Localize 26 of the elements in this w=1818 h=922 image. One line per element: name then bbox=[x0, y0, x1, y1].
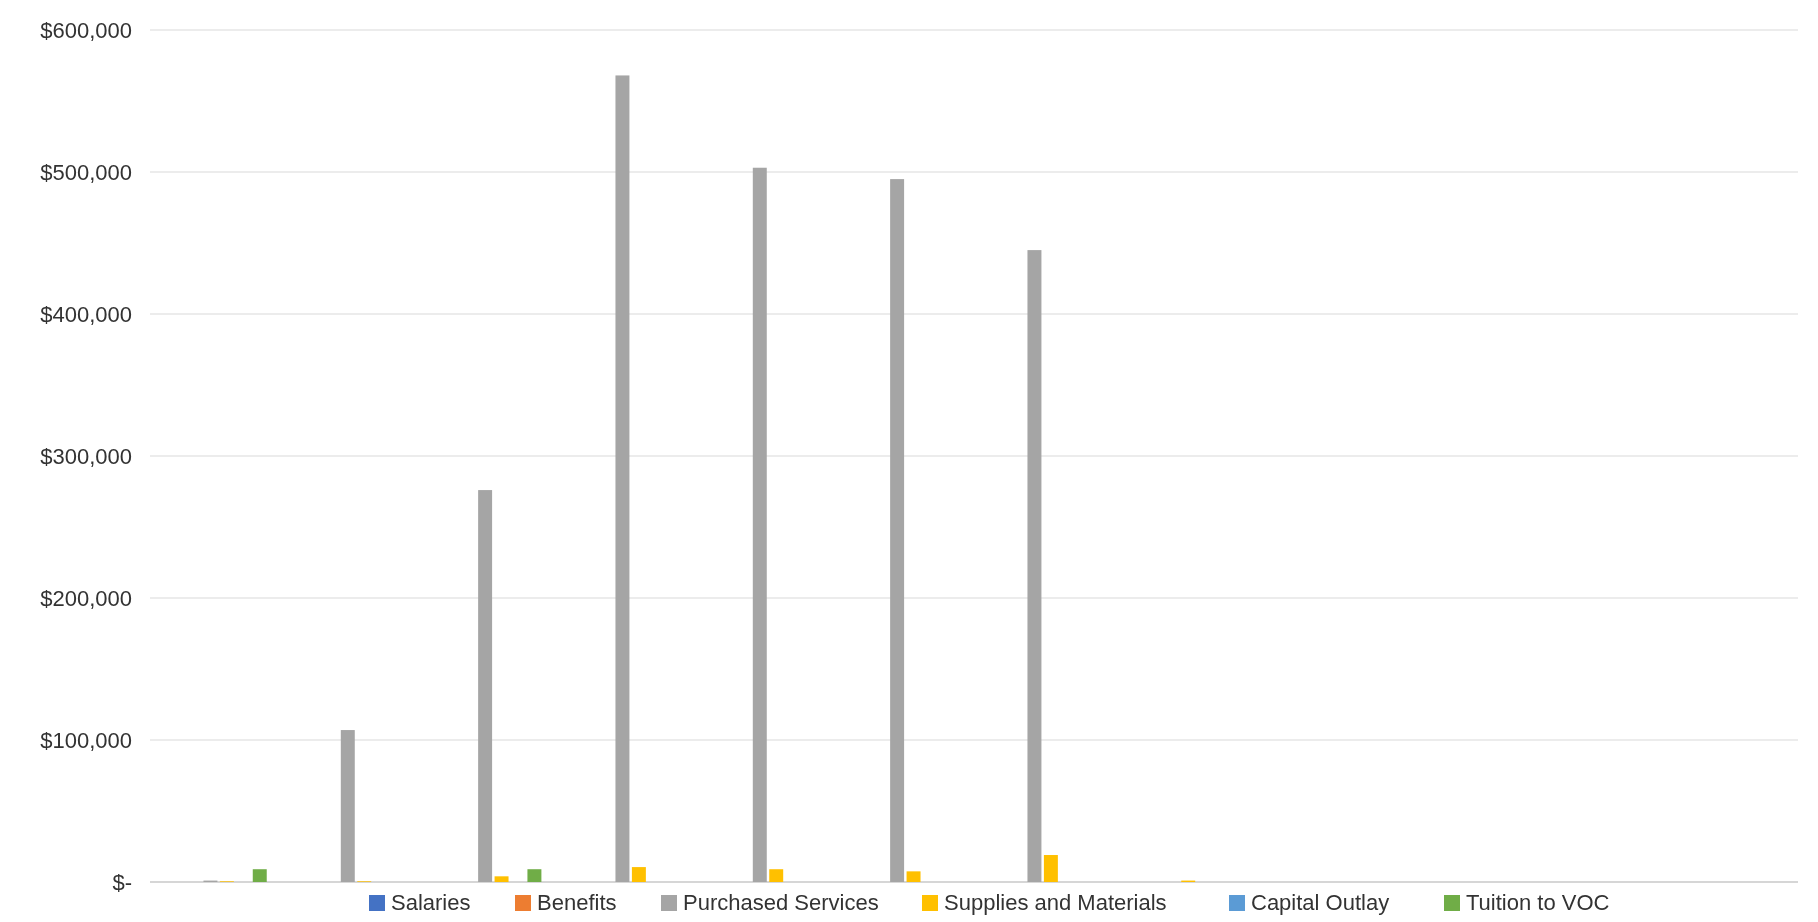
bar bbox=[615, 75, 630, 882]
legend-label: Tuition to VOC bbox=[1466, 890, 1610, 915]
y-tick-label: $600,000 bbox=[40, 17, 132, 43]
legend-label: Capital Outlay bbox=[1251, 890, 1390, 915]
bar bbox=[906, 871, 921, 882]
y-tick-label: $- bbox=[112, 869, 132, 895]
legend-label: Supplies and Materials bbox=[944, 890, 1167, 915]
bar bbox=[252, 869, 267, 882]
y-tick-label: $100,000 bbox=[40, 727, 132, 753]
bar bbox=[340, 730, 355, 882]
bar bbox=[890, 179, 905, 882]
bar bbox=[478, 490, 493, 882]
y-tick-label: $300,000 bbox=[40, 443, 132, 469]
y-tick-label: $400,000 bbox=[40, 301, 132, 327]
bar bbox=[527, 869, 542, 882]
legend-label: Benefits bbox=[537, 890, 617, 915]
bar bbox=[769, 869, 784, 882]
y-tick-label: $500,000 bbox=[40, 159, 132, 185]
bar bbox=[752, 167, 767, 882]
y-tick-label: $200,000 bbox=[40, 585, 132, 611]
legend-label: Purchased Services bbox=[683, 890, 879, 915]
bar bbox=[1043, 855, 1058, 882]
bar bbox=[631, 867, 646, 882]
legend-label: Salaries bbox=[391, 890, 471, 915]
bar bbox=[1027, 250, 1042, 882]
bar bbox=[494, 876, 509, 882]
